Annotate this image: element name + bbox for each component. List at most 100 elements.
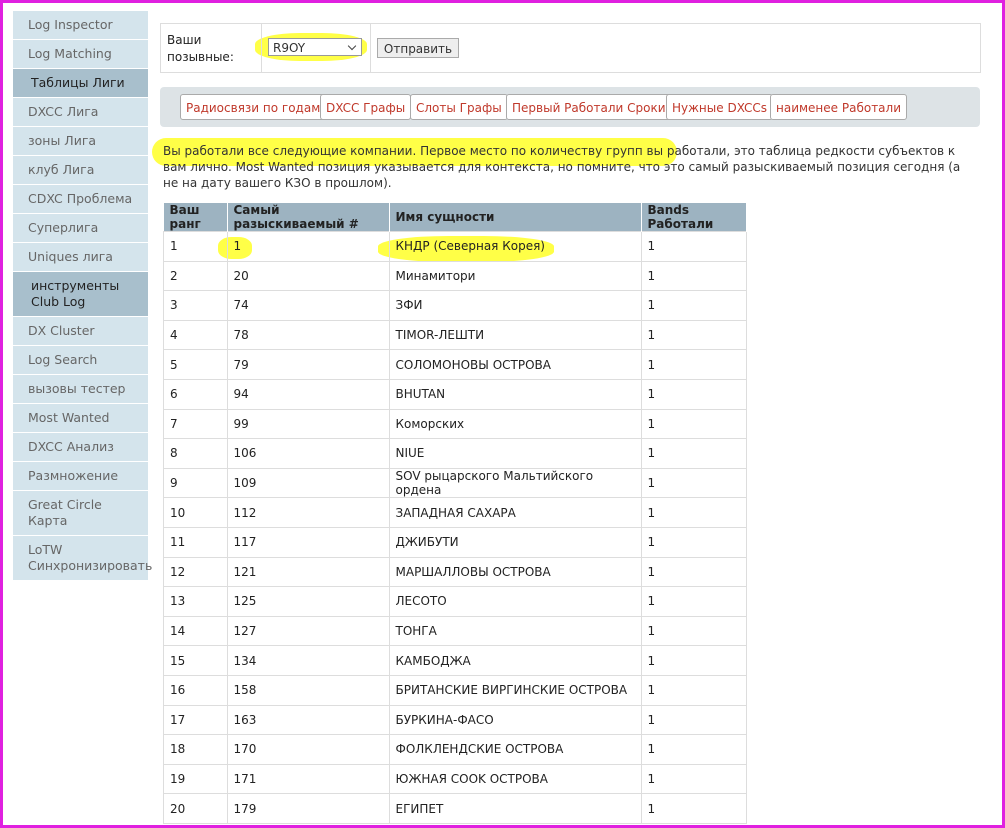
highlight — [152, 138, 677, 166]
tab[interactable]: Слоты Графы — [410, 94, 508, 120]
table-row: 9 109 SOV рыцарского Мальтийского ордена 1 — [163, 467, 747, 499]
table-cell: 9 — [163, 467, 228, 499]
sidebar-link[interactable]: вызовы тестер — [13, 375, 148, 404]
column-header: Bands Работали — [641, 203, 747, 232]
sidebar-link[interactable]: Log Matching — [13, 40, 148, 69]
table-cell: 158 — [226, 674, 390, 706]
table-cell: TIMOR-ЛЕШТИ — [388, 319, 642, 351]
table-cell: 14 — [163, 615, 228, 647]
table-cell: ЛЕСОТО — [388, 586, 642, 617]
table-cell: Коморских — [388, 408, 642, 440]
table-cell: 74 — [226, 290, 390, 321]
table-cell: 94 — [226, 378, 390, 410]
sidebar-link[interactable]: Размножение — [13, 462, 148, 491]
table-cell: 78 — [226, 319, 390, 351]
sidebar-link[interactable]: Most Wanted — [13, 404, 148, 433]
table-cell: 79 — [226, 349, 390, 380]
table-cell: 1 — [640, 615, 747, 647]
table-cell: 1 — [640, 556, 747, 588]
divider — [370, 24, 371, 72]
column-header: Имя сущности — [389, 203, 642, 232]
table-cell: 20 — [226, 260, 390, 292]
table-cell: 106 — [226, 438, 390, 469]
table-cell: 1 — [640, 645, 747, 676]
sidebar-link[interactable]: CDXC Проблема — [13, 185, 148, 214]
table-cell: 134 — [226, 645, 390, 676]
table-cell: ЗАПАДНАЯ САХАРА — [388, 497, 642, 528]
form-label: Ваши позывные: — [167, 33, 234, 64]
table-cell: 10 — [163, 497, 228, 528]
table-row: 10 112 ЗАПАДНАЯ САХАРА 1 — [163, 497, 747, 528]
table-cell: 179 — [226, 793, 390, 824]
table-row: 12 121 МАРШАЛЛОВЫ ОСТРОВА 1 — [163, 556, 747, 588]
table-cell: 117 — [226, 526, 390, 558]
table-cell: 127 — [226, 615, 390, 647]
table-row: 19 171 ЮЖНАЯ COOK ОСТРОВА 1 — [163, 763, 747, 795]
sidebar-link[interactable]: DXCC Анализ — [13, 433, 148, 462]
intro-rest: это таблица редкости субъектов к вам лич… — [163, 144, 961, 190]
table-cell: BHUTAN — [388, 378, 642, 410]
table-cell: 1 — [640, 586, 747, 617]
table-cell: 3 — [163, 290, 228, 321]
table-cell: ЕГИПЕТ — [388, 793, 642, 824]
sidebar-link[interactable]: зоны Лига — [13, 127, 148, 156]
table-cell: 1 — [640, 231, 747, 262]
sidebar-header: инструменты Club Log — [13, 272, 148, 317]
table-cell: 15 — [163, 645, 228, 676]
sidebar-link[interactable]: Log Inspector — [13, 11, 148, 40]
table-cell: КНДР (Северная Корея) — [388, 231, 642, 262]
table-row: 5 79 СОЛОМОНОВЫ ОСТРОВА 1 — [163, 349, 747, 380]
table-cell: 1 — [640, 526, 747, 558]
table-cell: Минамитори — [388, 260, 642, 292]
table-cell: 18 — [163, 734, 228, 765]
table-cell: 2 — [163, 260, 228, 292]
table-cell: 170 — [226, 734, 390, 765]
table-row: 4 78 TIMOR-ЛЕШТИ 1 — [163, 319, 747, 351]
divider — [261, 24, 262, 72]
sidebar-link[interactable]: Great Circle Карта — [13, 491, 148, 536]
sidebar-link[interactable]: DX Cluster — [13, 317, 148, 346]
sidebar-link[interactable]: Суперлига — [13, 214, 148, 243]
tab[interactable]: Первый Работали Сроки — [506, 94, 672, 120]
table-cell: 17 — [163, 704, 228, 736]
table-cell: 1 — [640, 290, 747, 321]
callsign-form: Ваши позывные: R9OY Отправить — [160, 23, 981, 73]
submit-button[interactable]: Отправить — [377, 38, 459, 58]
callsign-select[interactable]: R9OY — [268, 38, 362, 56]
tab[interactable]: DXCC Графы — [320, 94, 412, 120]
sidebar-link[interactable]: Log Search — [13, 346, 148, 375]
table-cell: ТОНГА — [388, 615, 642, 647]
tab-bar: Радиосвязи по годам DXCC Графы Слоты Графы… — [160, 87, 980, 127]
table-cell: 11 — [163, 526, 228, 558]
intro-highlighted: Вы работали все следующие компании. Перв… — [163, 144, 731, 158]
table-row: 1 1 КНДР (Северная Корея) 1 — [163, 231, 747, 262]
table-cell: NIUE — [388, 438, 642, 469]
table-cell: 125 — [226, 586, 390, 617]
sidebar-link[interactable]: клуб Лига — [13, 156, 148, 185]
table-cell: 163 — [226, 704, 390, 736]
table-cell: ЗФИ — [388, 290, 642, 321]
table-cell: 6 — [163, 378, 228, 410]
tab[interactable]: наименее Работали — [770, 94, 908, 120]
intro-text: Вы работали все следующие компании. Перв… — [163, 143, 963, 191]
table-cell: 1 — [640, 704, 747, 736]
sidebar-link[interactable]: LoTW Синхронизировать — [13, 536, 152, 581]
tab[interactable]: Нужные DXCCs — [666, 94, 774, 120]
table-cell: 1 — [226, 231, 390, 262]
table-row: 20 179 ЕГИПЕТ 1 — [163, 793, 747, 824]
table-cell: 12 — [163, 556, 228, 588]
table-row: 15 134 КАМБОДЖА 1 — [163, 645, 747, 676]
table-cell: 1 — [640, 763, 747, 795]
table-cell: 7 — [163, 408, 228, 440]
table-cell: 1 — [640, 497, 747, 528]
column-header: Ваш ранг — [163, 203, 228, 232]
table-cell: 1 — [640, 674, 747, 706]
table-cell: 1 — [640, 408, 747, 440]
table-cell: 171 — [226, 763, 390, 795]
table-cell: 99 — [226, 408, 390, 440]
sidebar-link[interactable]: Uniques лига — [13, 243, 148, 272]
table-cell: СОЛОМОНОВЫ ОСТРОВА — [388, 349, 642, 380]
tab[interactable]: Радиосвязи по годам — [180, 94, 327, 120]
sidebar-link[interactable]: DXCC Лига — [13, 98, 148, 127]
